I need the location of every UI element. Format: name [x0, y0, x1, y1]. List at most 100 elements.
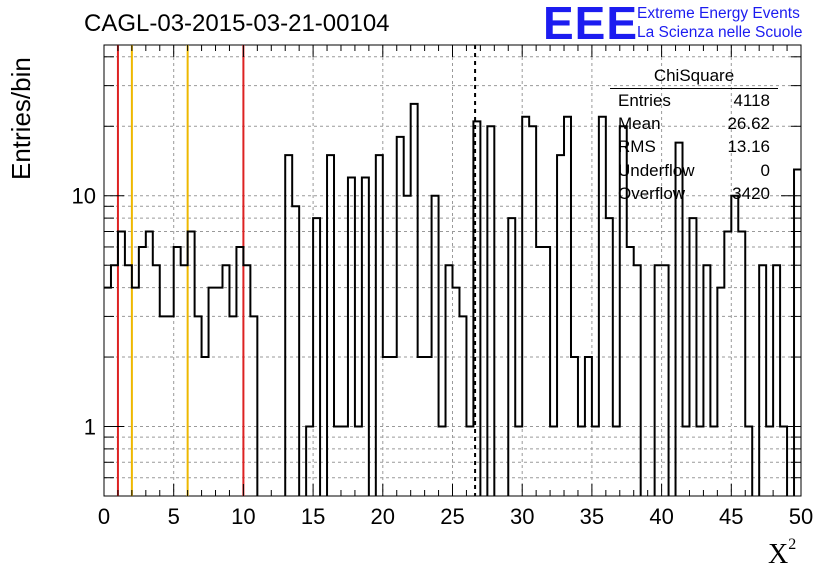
x-tick-label: 15 [301, 504, 325, 529]
histogram-bin [188, 231, 195, 496]
histogram-bin [160, 316, 167, 496]
x-tick-label: 45 [719, 504, 743, 529]
histogram-bin [397, 137, 404, 496]
histogram-bin [202, 357, 209, 496]
y-tick-label: 1 [84, 415, 96, 440]
x-tick-label: 10 [231, 504, 255, 529]
histogram-bin [515, 427, 522, 496]
histogram-bin [146, 231, 153, 496]
stats-value: 13.16 [727, 137, 770, 157]
stats-value: 26.62 [727, 114, 770, 134]
histogram-bin [773, 265, 780, 496]
logo-text: Extreme Energy Events La Scienza nelle S… [637, 4, 802, 42]
histogram-bin [439, 427, 446, 496]
histogram-bin [592, 427, 599, 496]
stats-value: 4118 [733, 91, 770, 110]
stats-value: 0 [760, 160, 770, 180]
histogram-bin [585, 357, 592, 496]
histogram-bin [446, 265, 453, 496]
histogram-bin [703, 265, 710, 496]
histogram-bin [250, 316, 257, 496]
histogram-bin [222, 265, 229, 496]
stats-value: 3420 [732, 183, 770, 203]
y-tick-label: 10 [72, 184, 96, 209]
histogram-bin [292, 206, 299, 496]
histogram-bin [522, 117, 529, 496]
histogram-bin [613, 427, 620, 496]
histogram-bin [487, 126, 494, 496]
histogram-bin [508, 218, 515, 496]
histogram-bin [153, 265, 160, 496]
histogram-bin [738, 231, 745, 496]
histogram-bin [306, 427, 313, 496]
eee-logo: EEE [543, 0, 639, 49]
histogram-bin [696, 427, 703, 496]
stats-key: RMS [618, 137, 656, 157]
x-tick-label: 50 [789, 504, 813, 529]
histogram-bin [362, 177, 369, 496]
histogram-bin [425, 357, 432, 496]
x-tick-label: 35 [580, 504, 604, 529]
x-tick-label: 0 [98, 504, 110, 529]
histogram-bin [536, 247, 543, 496]
histogram-bin [599, 117, 606, 496]
stats-key: Overflow [618, 183, 686, 203]
histogram-bin [383, 357, 390, 496]
histogram-bin [376, 155, 383, 496]
histogram-bin [229, 316, 236, 496]
histogram-bin [557, 155, 564, 496]
histogram-bin [334, 427, 341, 496]
histogram-bin [627, 247, 634, 496]
x-tick-label: 40 [649, 504, 673, 529]
histogram-bin [466, 427, 473, 496]
histogram-bin [285, 155, 292, 496]
histogram-bin [578, 427, 585, 496]
histogram-bin [453, 288, 460, 496]
chart-title: CAGL-03-2015-03-21-00104 [84, 10, 390, 37]
histogram-bin [181, 265, 188, 496]
histogram-bin [355, 427, 362, 496]
histogram-series-line [104, 102, 801, 496]
histogram-bin [529, 126, 536, 496]
histogram-bin [459, 316, 466, 496]
histogram-bin [432, 196, 439, 496]
stats-box-title: ChiSquare [610, 66, 778, 89]
stats-key: Entries [618, 91, 671, 110]
histogram-bin [634, 265, 641, 496]
histogram-bin [689, 218, 696, 496]
histogram-bin [216, 288, 223, 496]
histogram-bin [111, 265, 118, 496]
x-tick-label: 20 [371, 504, 395, 529]
stats-row-mean: Mean 26.62 [610, 114, 778, 137]
histogram-bin [236, 247, 243, 496]
histogram-bin [125, 265, 132, 496]
histogram-bin [473, 121, 480, 496]
histogram-bin [404, 196, 411, 496]
histogram-bin [759, 265, 766, 496]
x-axis-label: X2 [768, 536, 796, 571]
logo-line-1: Extreme Energy Events [637, 5, 800, 22]
histogram-bin [766, 427, 773, 496]
stats-row-entries: Entries 4118 [610, 91, 778, 114]
histogram-bin [243, 265, 250, 496]
histogram-bin [745, 427, 752, 496]
stats-key: Mean [618, 114, 661, 134]
histogram-bin [348, 177, 355, 496]
x-axis-label-base: X [768, 539, 789, 570]
stats-key: Underflow [618, 160, 695, 180]
histogram-bin [327, 155, 334, 496]
histogram-bin [209, 288, 216, 496]
histogram-bin [104, 288, 111, 496]
histogram-bin [780, 427, 787, 496]
histogram-bin [662, 265, 669, 496]
histogram-bin [167, 316, 174, 496]
histogram-bin [724, 231, 731, 496]
histogram-bin [606, 218, 613, 496]
histogram-bin [390, 357, 397, 496]
histogram-bin [411, 104, 418, 496]
histogram-bin [717, 288, 724, 496]
stats-row-overflow: Overflow 3420 [610, 184, 778, 207]
histogram-bin [571, 357, 578, 496]
histogram-bin [174, 247, 181, 496]
